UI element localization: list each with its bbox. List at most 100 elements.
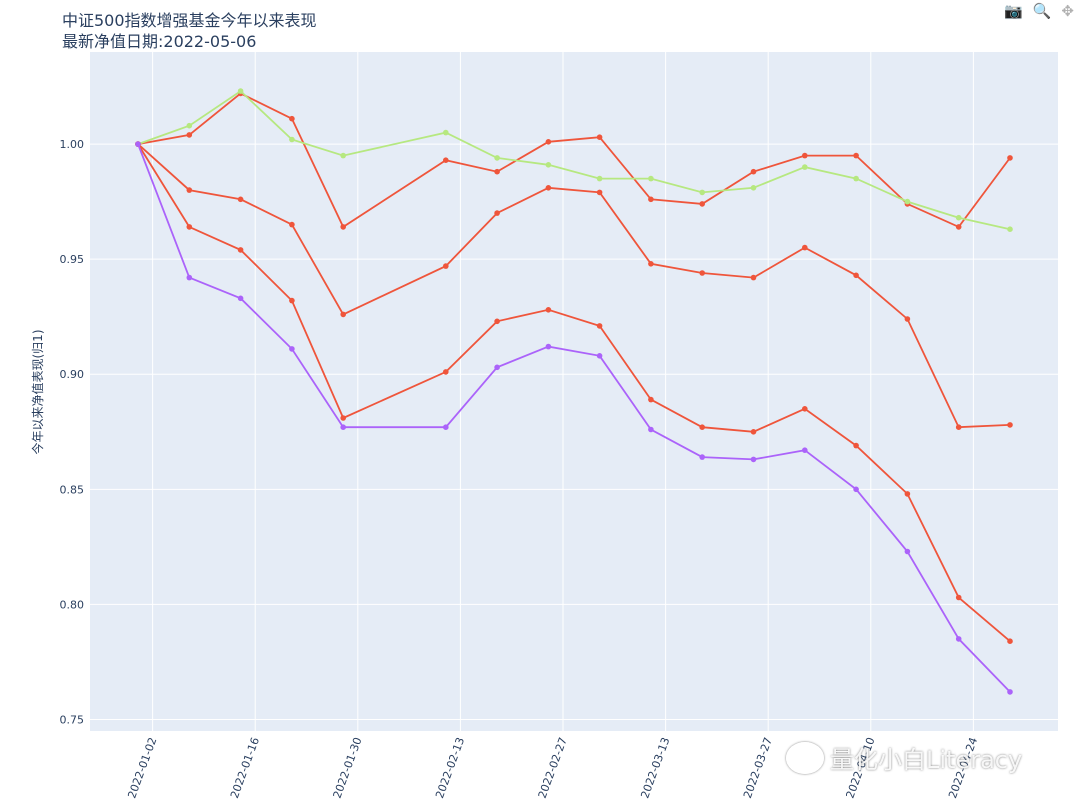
data-point[interactable] bbox=[750, 168, 757, 175]
y-tick-label: 1.00 bbox=[60, 138, 85, 151]
data-point[interactable] bbox=[648, 396, 654, 403]
watermark-text: 量化小白Literacy bbox=[830, 746, 1023, 774]
watermark: 量化小白Literacy bbox=[786, 740, 1022, 775]
data-point[interactable] bbox=[545, 162, 552, 168]
x-tick-label: 2022-03-27 bbox=[741, 736, 775, 801]
data-point[interactable] bbox=[1007, 422, 1013, 428]
data-point[interactable] bbox=[135, 141, 141, 147]
data-point[interactable] bbox=[494, 364, 500, 371]
data-point[interactable] bbox=[545, 343, 552, 350]
y-tick-label: 0.85 bbox=[60, 483, 85, 496]
y-axis: 0.75 0.80 0.85 0.90 0.95 1.00 bbox=[60, 138, 85, 726]
pan-icon[interactable]: ✥ bbox=[1061, 2, 1074, 20]
data-point[interactable] bbox=[1007, 226, 1013, 232]
data-point[interactable] bbox=[648, 175, 654, 182]
data-point[interactable] bbox=[289, 297, 295, 304]
data-point[interactable] bbox=[904, 198, 911, 205]
data-point[interactable] bbox=[289, 115, 295, 122]
data-point[interactable] bbox=[494, 155, 500, 161]
x-tick-label: 2022-01-16 bbox=[228, 736, 262, 801]
wechat-icon bbox=[786, 741, 824, 774]
data-point[interactable] bbox=[289, 136, 295, 143]
camera-icon[interactable]: 📷 bbox=[1004, 2, 1023, 20]
zoom-icon[interactable]: 🔍 bbox=[1032, 2, 1052, 20]
data-point[interactable] bbox=[186, 274, 193, 281]
data-point[interactable] bbox=[1007, 689, 1013, 695]
data-point[interactable] bbox=[186, 187, 193, 193]
data-point[interactable] bbox=[494, 210, 500, 216]
data-point[interactable] bbox=[648, 426, 654, 433]
data-point[interactable] bbox=[955, 424, 962, 431]
y-axis-title: 今年以来净值表现(归1) bbox=[30, 330, 45, 455]
data-point[interactable] bbox=[494, 318, 500, 325]
data-point[interactable] bbox=[596, 175, 603, 182]
data-point[interactable] bbox=[443, 369, 449, 375]
data-point[interactable] bbox=[955, 594, 962, 601]
data-point[interactable] bbox=[443, 157, 449, 163]
series-5 bbox=[135, 141, 1013, 695]
data-point[interactable] bbox=[648, 261, 654, 267]
data-point[interactable] bbox=[186, 122, 193, 129]
data-point[interactable] bbox=[802, 164, 808, 170]
data-point[interactable] bbox=[289, 221, 295, 228]
data-point[interactable] bbox=[237, 88, 244, 94]
data-point[interactable] bbox=[545, 307, 552, 313]
data-point[interactable] bbox=[699, 201, 705, 207]
data-point[interactable] bbox=[904, 316, 911, 322]
data-point[interactable] bbox=[853, 442, 859, 449]
data-point[interactable] bbox=[596, 353, 603, 359]
data-point[interactable] bbox=[237, 295, 244, 302]
data-point[interactable] bbox=[340, 311, 347, 318]
data-point[interactable] bbox=[186, 224, 193, 230]
data-point[interactable] bbox=[596, 323, 603, 329]
data-point[interactable] bbox=[802, 152, 808, 159]
data-point[interactable] bbox=[699, 189, 705, 196]
data-point[interactable] bbox=[904, 491, 911, 497]
data-point[interactable] bbox=[853, 272, 859, 279]
data-point[interactable] bbox=[443, 263, 449, 269]
data-point[interactable] bbox=[237, 196, 244, 203]
data-point[interactable] bbox=[340, 415, 347, 421]
data-point[interactable] bbox=[1007, 638, 1013, 644]
series-3 bbox=[135, 141, 1013, 431]
x-tick-label: 2022-03-13 bbox=[638, 736, 672, 801]
data-point[interactable] bbox=[955, 636, 962, 642]
data-point[interactable] bbox=[853, 175, 859, 182]
data-point[interactable] bbox=[237, 247, 244, 253]
data-point[interactable] bbox=[699, 270, 705, 276]
data-point[interactable] bbox=[289, 346, 295, 352]
data-point[interactable] bbox=[545, 185, 552, 191]
data-point[interactable] bbox=[340, 224, 347, 230]
data-point[interactable] bbox=[186, 132, 193, 138]
data-point[interactable] bbox=[853, 152, 859, 159]
data-point[interactable] bbox=[750, 456, 757, 463]
chart-subtitle: 最新净值日期:2022-05-06 bbox=[62, 32, 256, 51]
data-point[interactable] bbox=[545, 139, 552, 145]
data-point[interactable] bbox=[904, 548, 911, 555]
data-point[interactable] bbox=[443, 129, 449, 136]
data-point[interactable] bbox=[802, 406, 808, 412]
x-tick-label: 2022-01-30 bbox=[331, 736, 365, 801]
data-point[interactable] bbox=[750, 429, 757, 435]
y-tick-label: 0.75 bbox=[60, 713, 85, 726]
data-point[interactable] bbox=[955, 224, 962, 230]
data-point[interactable] bbox=[802, 447, 808, 454]
data-point[interactable] bbox=[596, 189, 603, 196]
data-point[interactable] bbox=[750, 185, 757, 191]
data-point[interactable] bbox=[596, 134, 603, 140]
data-point[interactable] bbox=[648, 196, 654, 203]
data-point[interactable] bbox=[494, 168, 500, 175]
data-point[interactable] bbox=[955, 214, 962, 221]
grid bbox=[90, 52, 1058, 731]
y-tick-label: 0.95 bbox=[60, 253, 85, 266]
data-point[interactable] bbox=[443, 424, 449, 431]
data-point[interactable] bbox=[750, 274, 757, 281]
data-point[interactable] bbox=[853, 486, 859, 493]
data-point[interactable] bbox=[802, 244, 808, 251]
data-point[interactable] bbox=[340, 152, 347, 159]
data-point[interactable] bbox=[699, 454, 705, 460]
data-point[interactable] bbox=[699, 424, 705, 431]
data-point[interactable] bbox=[340, 424, 347, 431]
data-point[interactable] bbox=[1007, 155, 1013, 161]
